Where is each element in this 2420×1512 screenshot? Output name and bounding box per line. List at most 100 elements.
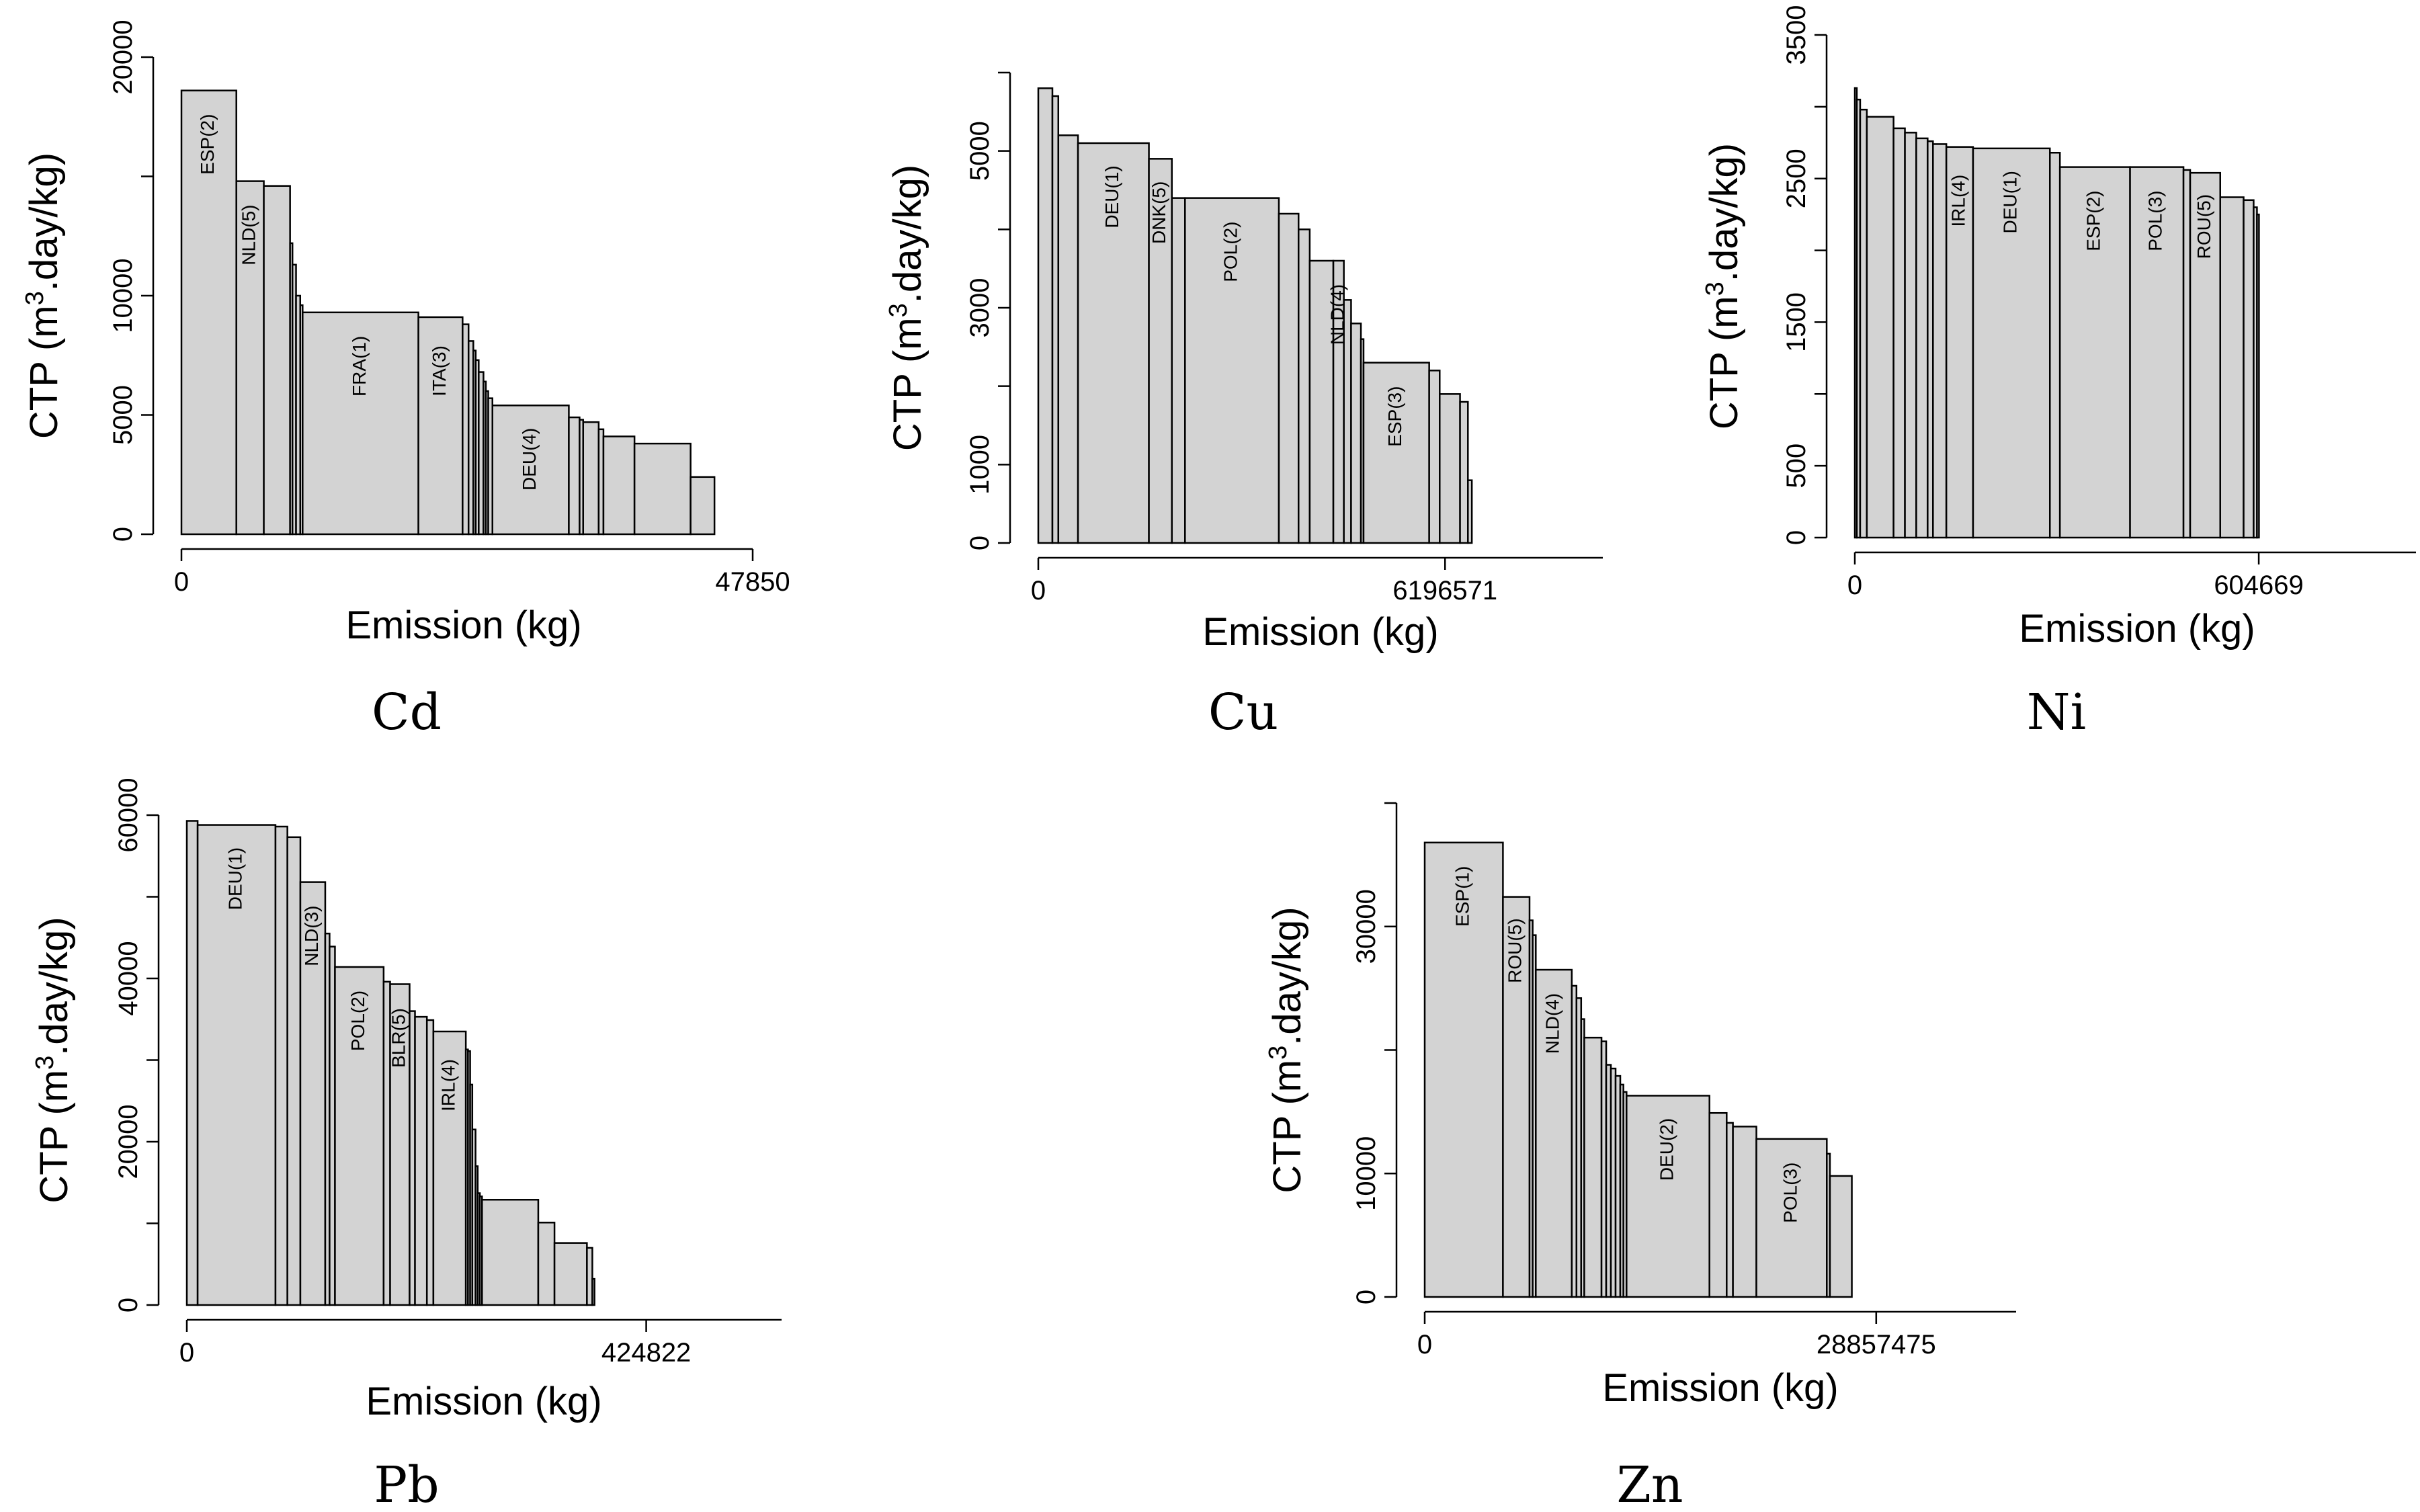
y-tick-label: 1000: [965, 435, 995, 495]
bar-label: POL(2): [347, 991, 368, 1051]
x-tick-label: 0: [1031, 576, 1046, 605]
x-tick-label: 0: [179, 1338, 194, 1368]
bar: [1459, 401, 1469, 544]
y-tick-label: 2500: [1782, 149, 1811, 208]
bar: [1077, 142, 1150, 544]
bar-label: ROU(5): [2194, 194, 2214, 259]
y-axis-label: CTP (m3.day/kg): [21, 153, 66, 439]
y-tick-label: 10000: [1351, 1136, 1381, 1211]
bar: [1184, 197, 1280, 544]
bar: [1708, 1111, 1728, 1298]
bar: [2182, 169, 2192, 539]
bar: [1278, 212, 1300, 544]
bar-label: DEU(1): [224, 847, 245, 910]
y-tick-label: 20000: [108, 19, 138, 94]
bar: [633, 442, 692, 536]
bar-label: ESP(2): [197, 114, 218, 175]
y-axis-label: CTP (m3.day/kg): [1701, 143, 1746, 429]
x-tick-label: 47850: [715, 567, 790, 597]
bar: [591, 1277, 595, 1306]
panel-zn: ESP(1) ROU(5) NLD(4) DEU(2) POL(3) 0 28857475 0…: [1264, 802, 2016, 1512]
bar: [425, 1019, 435, 1306]
panel-title: Zn: [1616, 1456, 1683, 1512]
y-tick-label: 60000: [114, 778, 143, 852]
bar: [2219, 196, 2245, 539]
bar: [568, 416, 581, 536]
bar-label: ESP(2): [2083, 190, 2104, 251]
y-tick-label: 5000: [108, 385, 138, 445]
y-tick-label: 0: [1782, 530, 1811, 545]
bar: [274, 825, 288, 1306]
bar-label: POL(3): [2145, 190, 2166, 251]
bar: [1583, 1036, 1603, 1298]
bar: [1057, 134, 1079, 544]
bar: [1467, 479, 1473, 544]
bar: [1298, 228, 1311, 544]
bar-label: ITA(3): [429, 345, 450, 396]
y-tick-label: 30000: [1351, 889, 1381, 964]
x-tick-label: 604669: [2214, 571, 2303, 600]
bar: [2129, 166, 2185, 539]
x-axis-label: Emission (kg): [366, 1380, 601, 1423]
bar: [690, 476, 716, 536]
bar: [1535, 968, 1573, 1298]
bar: [491, 405, 570, 536]
bar-label: IRL(4): [437, 1059, 458, 1111]
bar-label: POL(3): [1780, 1163, 1800, 1223]
y-axis-label: CTP (m3.day/kg): [31, 917, 76, 1203]
x-axis-label: Emission (kg): [345, 603, 581, 647]
bar-label: ROU(5): [1505, 918, 1526, 982]
bar: [1755, 1138, 1828, 1298]
panel-title: Cu: [1208, 683, 1278, 741]
y-tick-label: 0: [1351, 1290, 1381, 1304]
bar: [1171, 197, 1186, 544]
bar: [586, 1247, 593, 1306]
bar: [1945, 146, 1974, 539]
bar: [462, 323, 470, 536]
y-tick-label: 3500: [1782, 5, 1811, 65]
bar-label: FRA(1): [349, 336, 370, 396]
x-axis-label: Emission (kg): [1602, 1366, 1838, 1410]
bar: [2243, 199, 2255, 539]
bar: [1932, 143, 1948, 539]
bar: [1343, 299, 1352, 544]
bar-label: ESP(1): [1452, 866, 1473, 927]
bar: [602, 435, 636, 536]
bar: [1859, 108, 1868, 539]
bar: [481, 1199, 540, 1306]
y-axis-label: CTP (m3.day/kg): [884, 165, 929, 451]
bar: [1892, 127, 1906, 539]
y-tick-label: 5000: [965, 121, 995, 181]
bar: [1428, 370, 1441, 544]
bar-label: IRL(4): [1948, 175, 1968, 227]
panel-title: Pb: [374, 1456, 439, 1512]
y-tick-label: 0: [108, 527, 138, 542]
bar: [1829, 1175, 1853, 1298]
bar: [2058, 166, 2131, 539]
bar: [1915, 137, 1929, 539]
bar: [196, 824, 277, 1306]
bar-label: DEU(1): [1999, 171, 2020, 233]
bar-label: POL(2): [1220, 222, 1241, 282]
panel-ni: IRL(4) DEU(1) ESP(2) POL(3) ROU(5) 0 604669 0 50…: [1701, 5, 2416, 741]
bar: [537, 1222, 556, 1306]
bar: [1502, 896, 1531, 1298]
bar: [553, 1242, 588, 1306]
bar: [414, 1015, 428, 1306]
bar: [1904, 132, 1917, 539]
panel-title: Cd: [372, 683, 442, 741]
x-tick-label: 6196571: [1392, 576, 1497, 605]
bar: [2049, 151, 2061, 539]
bar-label: DEU(4): [519, 428, 540, 491]
x-tick-label: 0: [1417, 1330, 1432, 1359]
bar: [302, 311, 419, 536]
y-tick-label: 40000: [114, 941, 143, 1015]
panel-title: Ni: [2027, 683, 2086, 741]
bar: [180, 89, 237, 536]
bar: [1732, 1126, 1757, 1298]
bar: [263, 185, 291, 536]
x-tick-label: 0: [174, 567, 189, 597]
bar: [432, 1030, 467, 1306]
bar: [185, 820, 199, 1306]
bar-label: NLD(3): [301, 906, 322, 966]
